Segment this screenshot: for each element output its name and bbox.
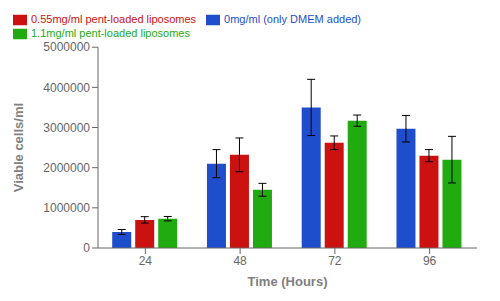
svg-text:24: 24 [139,254,153,268]
svg-text:1000000: 1000000 [43,201,90,215]
svg-text:4000000: 4000000 [43,81,90,95]
svg-text:96: 96 [423,254,437,268]
svg-text:0: 0 [83,241,90,255]
svg-text:48: 48 [233,254,247,268]
html-text:0.55mg/ml pent-loaded liposome: 0.55mg/ml pent-loaded liposomes [31,13,197,25]
svg-text:5000000: 5000000 [43,40,90,54]
html-text:1.1mg/ml pent-loaded liposomes: 1.1mg/ml pent-loaded liposomes [31,27,190,40]
html-text:0mg/ml (only DMEM added): 0mg/ml (only DMEM added) [224,13,361,25]
svg-text:3000000: 3000000 [43,121,90,135]
svg-text:Time (Hours): Time (Hours) [248,274,328,289]
svg-text:Viable cells/ml: Viable cells/ml [11,103,26,192]
svg-text:2000000: 2000000 [43,161,90,175]
svg-text:72: 72 [328,254,342,268]
